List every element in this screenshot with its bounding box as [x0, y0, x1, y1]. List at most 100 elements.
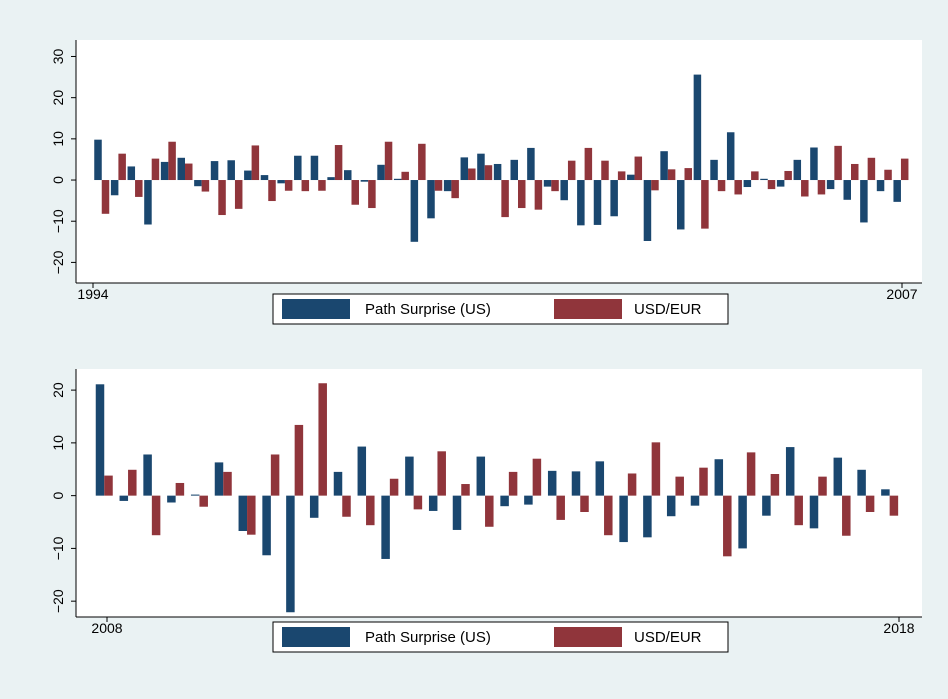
bar-usd-eur-29 — [567, 160, 576, 181]
bar-usd-eur-31 — [818, 476, 827, 496]
bar-usd-eur-11 — [268, 180, 276, 202]
bar-path-surprise-7 — [238, 495, 248, 531]
bar-usd-eur-1 — [101, 180, 110, 214]
bar-path-surprise-7 — [194, 180, 202, 187]
y-tick-label: 0 — [50, 492, 66, 500]
bar-usd-eur-18 — [508, 471, 518, 496]
bar-path-surprise-33 — [627, 174, 635, 181]
bar-usd-eur-15 — [334, 145, 343, 181]
bar-usd-eur-47 — [867, 157, 876, 181]
bar-usd-eur-2 — [128, 469, 137, 496]
bar-path-surprise-9 — [227, 160, 235, 181]
bar-usd-eur-8 — [218, 180, 226, 216]
bar-usd-eur-29 — [770, 474, 780, 496]
bar-path-surprise-30 — [785, 447, 795, 496]
bar-path-surprise-12 — [277, 180, 285, 184]
legend-swatch-usd-eur — [554, 627, 622, 647]
y-tick-label: 0 — [50, 176, 66, 184]
bar-usd-eur-13 — [301, 180, 310, 192]
bar-usd-eur-20 — [556, 495, 565, 520]
bar-usd-eur-6 — [223, 471, 232, 496]
bar-usd-eur-3 — [151, 495, 161, 536]
bar-usd-eur-10 — [251, 145, 260, 181]
legend-swatch-usd-eur — [554, 299, 622, 319]
bar-usd-eur-5 — [199, 495, 208, 507]
bar-path-surprise-2 — [110, 180, 119, 196]
bar-usd-eur-23 — [468, 168, 476, 181]
x-tick-label-start: 1994 — [77, 286, 108, 302]
bar-path-surprise-13 — [294, 155, 302, 181]
legend-label-usd-eur: USD/EUR — [634, 301, 702, 318]
legend-label-path-surprise: Path Surprise (US) — [365, 629, 491, 646]
y-tick-label: −20 — [50, 589, 66, 613]
bar-path-surprise-41 — [760, 178, 768, 181]
bar-path-surprise-42 — [776, 180, 785, 187]
bar-usd-eur-8 — [270, 454, 280, 496]
bar-usd-eur-12 — [284, 180, 293, 191]
bar-path-surprise-9 — [286, 495, 295, 613]
bar-usd-eur-5 — [168, 141, 176, 181]
bar-usd-eur-34 — [651, 180, 659, 191]
bar-usd-eur-32 — [842, 495, 851, 536]
legend: Path Surprise (US) USD/EUR — [272, 621, 729, 653]
bar-path-surprise-28 — [738, 495, 747, 549]
bar-usd-eur-34 — [889, 495, 899, 516]
bar-usd-eur-24 — [484, 165, 493, 181]
bar-path-surprise-25 — [493, 163, 502, 181]
bar-usd-eur-27 — [534, 180, 543, 210]
bar-path-surprise-6 — [177, 157, 185, 181]
bar-usd-eur-46 — [851, 163, 859, 181]
bar-path-surprise-10 — [309, 495, 319, 518]
bar-usd-eur-42 — [784, 170, 792, 181]
bar-usd-eur-16 — [461, 484, 470, 496]
bar-usd-eur-3 — [135, 180, 143, 197]
legend-swatch-path-surprise — [282, 627, 350, 647]
bar-usd-eur-40 — [751, 171, 759, 181]
bar-path-surprise-2 — [119, 495, 129, 501]
bar-path-surprise-46 — [843, 180, 851, 200]
bar-path-surprise-45 — [826, 180, 835, 190]
bar-path-surprise-8 — [210, 161, 219, 181]
bar-usd-eur-9 — [294, 424, 304, 496]
bar-path-surprise-49 — [893, 180, 901, 202]
bar-usd-eur-27 — [723, 495, 732, 557]
bar-path-surprise-16 — [344, 170, 352, 181]
bar-path-surprise-29 — [762, 495, 771, 516]
bar-path-surprise-38 — [710, 159, 718, 181]
bar-path-surprise-35 — [660, 151, 668, 181]
bar-usd-eur-26 — [518, 180, 526, 209]
bar-usd-eur-18 — [384, 141, 393, 181]
bar-usd-eur-35 — [667, 169, 676, 181]
y-tick-label: 20 — [50, 90, 66, 106]
bar-usd-eur-26 — [699, 467, 708, 496]
bar-path-surprise-48 — [876, 180, 885, 192]
chart-panel-1: 30 20 10 0 −10 −20 1994 2007 Path Surprise (US) U… — [50, 40, 922, 325]
bar-path-surprise-18 — [377, 164, 385, 181]
x-tick-label-end: 2018 — [883, 620, 914, 636]
bar-path-surprise-11 — [260, 175, 269, 181]
bar-usd-eur-20 — [418, 143, 426, 181]
bar-path-surprise-3 — [143, 454, 152, 496]
legend-swatch-path-surprise — [282, 299, 350, 319]
bar-usd-eur-22 — [604, 495, 613, 536]
bar-usd-eur-4 — [151, 158, 160, 181]
x-tick-label-end: 2007 — [886, 286, 917, 302]
bar-path-surprise-24 — [477, 153, 485, 181]
bar-usd-eur-41 — [767, 180, 776, 190]
bar-usd-eur-10 — [318, 383, 327, 496]
bar-path-surprise-43 — [793, 159, 802, 181]
bar-path-surprise-4 — [144, 180, 152, 225]
bar-usd-eur-19 — [401, 171, 409, 181]
bar-path-surprise-26 — [690, 495, 700, 506]
bar-usd-eur-16 — [351, 180, 359, 205]
bar-path-surprise-34 — [643, 180, 652, 241]
bar-usd-eur-4 — [175, 482, 185, 496]
bar-path-surprise-8 — [262, 495, 271, 556]
bar-usd-eur-7 — [201, 180, 210, 192]
bar-usd-eur-17 — [368, 180, 376, 209]
bar-path-surprise-3 — [127, 166, 136, 181]
bar-usd-eur-12 — [366, 495, 375, 526]
bar-path-surprise-26 — [510, 159, 518, 181]
bar-path-surprise-30 — [577, 180, 585, 226]
